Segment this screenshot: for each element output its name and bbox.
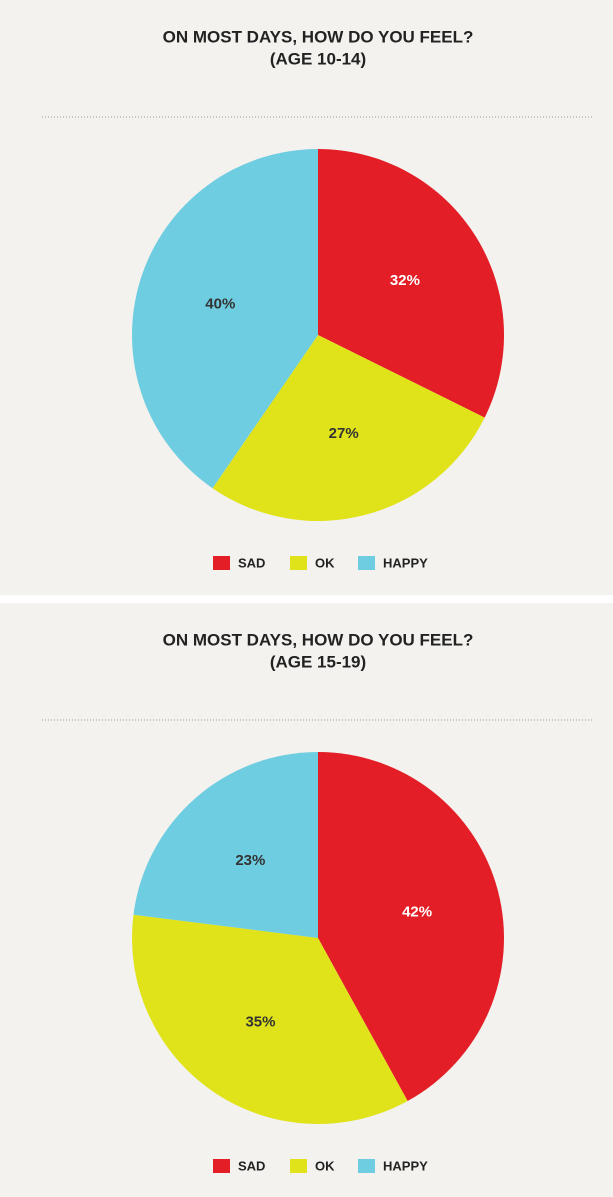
- chart-subtitle: (AGE 10-14): [270, 49, 366, 68]
- legend-label: SAD: [238, 555, 265, 570]
- pie-slice: [133, 752, 318, 938]
- legend-swatch: [290, 1159, 307, 1173]
- chart-subtitle: (AGE 15-19): [270, 652, 366, 671]
- slice-label: 40%: [205, 296, 235, 313]
- legend-swatch: [213, 556, 230, 570]
- legend-label: OK: [315, 1158, 335, 1173]
- slice-label: 42%: [402, 904, 432, 921]
- legend-label: OK: [315, 555, 335, 570]
- legend-swatch: [358, 556, 375, 570]
- pie-slice: [318, 752, 504, 1101]
- pie-slice: [318, 149, 504, 418]
- chart: ON MOST DAYS, HOW DO YOU FEEL? (AGE 10-14…: [0, 0, 613, 595]
- legend-swatch: [213, 1159, 230, 1173]
- legend-swatch: [290, 556, 307, 570]
- pie-slice: [131, 149, 318, 489]
- slice-label: 23%: [235, 852, 265, 869]
- chart: ON MOST DAYS, HOW DO YOU FEEL? (AGE 15-19…: [0, 603, 613, 1197]
- pie-slice: [131, 914, 408, 1124]
- slice-label: 35%: [245, 1014, 275, 1031]
- slice-label: 27%: [329, 425, 359, 442]
- chart-title: ON MOST DAYS, HOW DO YOU FEEL?: [163, 630, 474, 649]
- gap: [0, 595, 613, 603]
- legend-swatch: [358, 1159, 375, 1173]
- pie-slice: [212, 335, 485, 521]
- legend-label: HAPPY: [383, 1158, 428, 1173]
- legend-label: HAPPY: [383, 555, 428, 570]
- legend-label: SAD: [238, 1158, 265, 1173]
- chart-title: ON MOST DAYS, HOW DO YOU FEEL?: [163, 27, 474, 46]
- slice-label: 32%: [390, 272, 420, 289]
